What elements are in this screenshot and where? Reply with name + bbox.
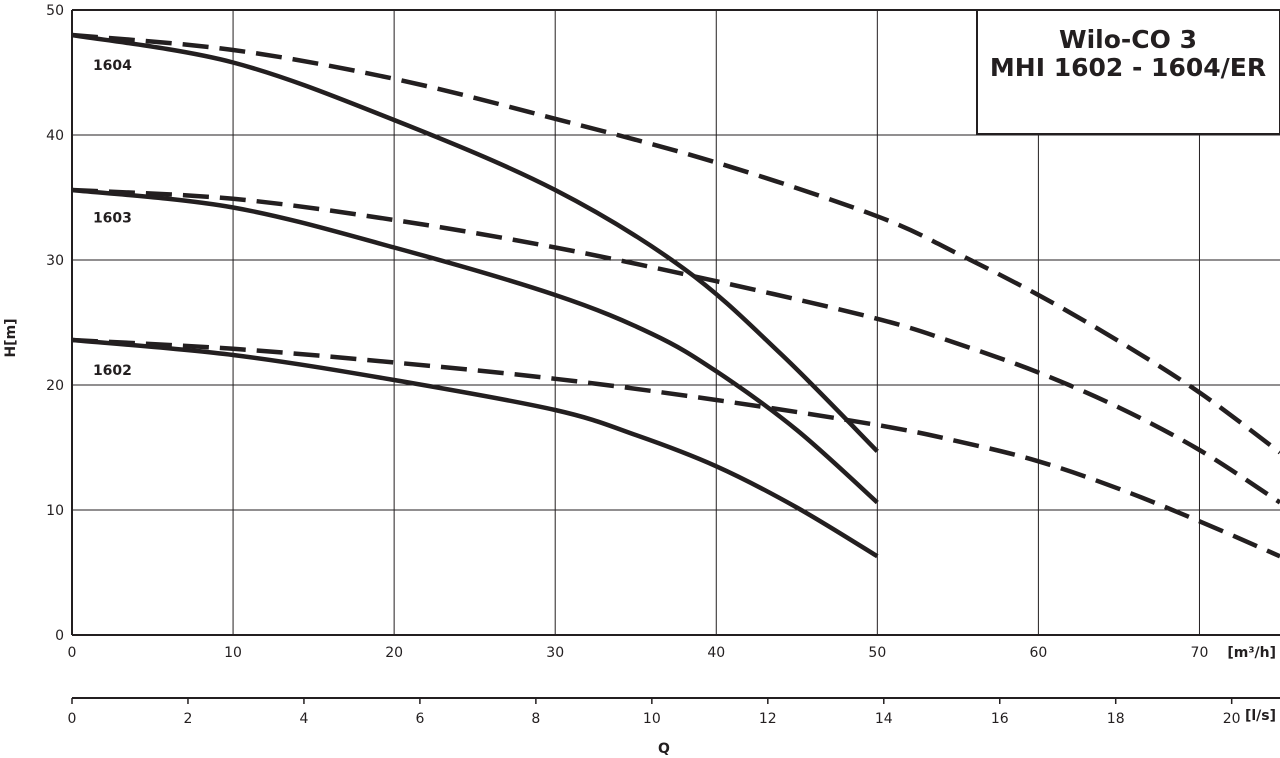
x-tick-label-40: 40 [707, 645, 725, 661]
x2-tick-label-6: 6 [415, 711, 424, 727]
x2-tick-label-12: 12 [759, 711, 777, 727]
x-tick-label-70: 70 [1191, 645, 1209, 661]
title-frame [976, 9, 1280, 135]
curve-label-1602: 1602 [93, 363, 132, 379]
x2-tick-label-0: 0 [68, 711, 77, 727]
x2-tick-label-14: 14 [875, 711, 893, 727]
secondary-x-axis: 0 2 4 6 8 10 12 14 16 18 20 [68, 697, 1280, 727]
x2-tick-label-8: 8 [531, 711, 540, 727]
x2-tick-label-2: 2 [184, 711, 193, 727]
x-tick-label-30: 30 [546, 645, 564, 661]
y-tick-label-20: 20 [46, 378, 64, 394]
chart-title-line-2: MHI 1602 - 1604/ER [990, 53, 1266, 82]
x-tick-label-60: 60 [1029, 645, 1047, 661]
y-axis-ticks: 0 10 20 30 40 50 [46, 3, 64, 644]
x-axis-unit: [m³/h] [1227, 645, 1276, 661]
title-box: Wilo-CO 3 MHI 1602 - 1604/ER [976, 9, 1280, 135]
x2-tick-label-4: 4 [299, 711, 308, 727]
x2-tick-label-10: 10 [643, 711, 661, 727]
x-tick-label-0: 0 [68, 645, 77, 661]
x-axis-ticks: 0 10 20 30 40 50 60 70 [68, 645, 1209, 661]
pump-curves [71, 32, 1280, 559]
x2-tick-label-18: 18 [1107, 711, 1125, 727]
y-axis-label: H[m] [3, 318, 19, 357]
x-tick-label-50: 50 [868, 645, 886, 661]
y-tick-label-0: 0 [55, 628, 64, 644]
x2-axis-unit: [l/s] [1245, 708, 1276, 724]
curve-1603-solid [71, 187, 879, 505]
y-tick-label-40: 40 [46, 128, 64, 144]
y-tick-label-10: 10 [46, 503, 64, 519]
x2-tick-label-16: 16 [991, 711, 1009, 727]
curve-1602-dashed [71, 337, 1280, 559]
curve-label-1603: 1603 [93, 211, 132, 227]
curve-labels: 1604 1603 1602 [93, 58, 132, 379]
curve-1604-solid [71, 32, 879, 453]
curve-1603-dashed [71, 187, 1280, 505]
y-tick-label-50: 50 [46, 3, 64, 19]
x2-axis-label: Q [658, 741, 670, 757]
curve-label-1604: 1604 [93, 58, 132, 74]
x2-tick-label-20: 20 [1223, 711, 1241, 727]
curve-1602-solid [71, 337, 879, 559]
curve-1604-dashed [71, 32, 1280, 455]
x-tick-label-10: 10 [224, 645, 242, 661]
x-tick-label-20: 20 [385, 645, 403, 661]
chart-title-line-1: Wilo-CO 3 [1059, 25, 1197, 54]
y-tick-label-30: 30 [46, 253, 64, 269]
